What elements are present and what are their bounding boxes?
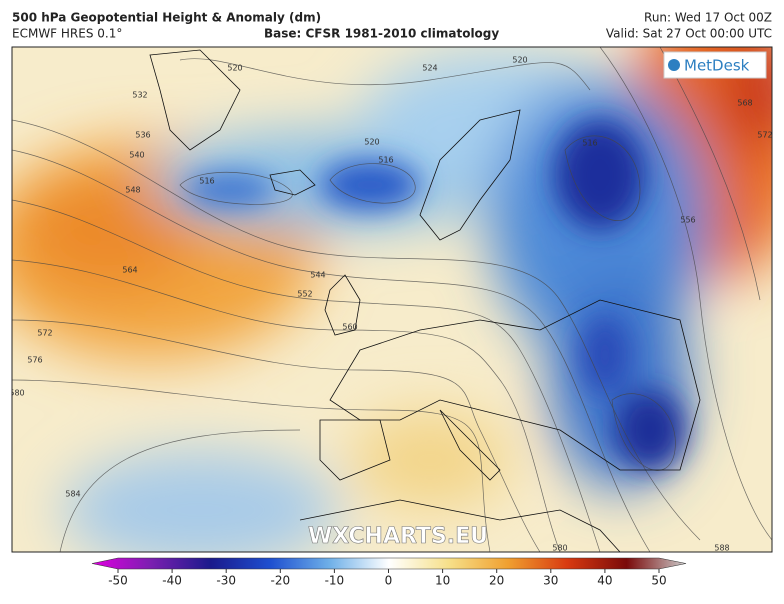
contour-label: 580 <box>9 389 24 398</box>
contour-label: 536 <box>135 131 150 140</box>
colorbar-tick-label: -50 <box>108 574 128 588</box>
contour-label: 568 <box>737 99 752 108</box>
map: 520 524 520 532 536 540 548 520 516 516 516 564 544 5… <box>9 47 772 553</box>
contour-label: 556 <box>680 216 695 225</box>
contour-label: 516 <box>199 177 214 186</box>
colorbar-tick-label: -30 <box>216 574 236 588</box>
colorbar-tick-label: 20 <box>489 574 504 588</box>
colorbar-tick-label: -10 <box>325 574 345 588</box>
contour-label: 516 <box>378 156 393 165</box>
contour-label: 540 <box>129 151 144 160</box>
contour-label: 532 <box>132 91 147 100</box>
contour-label: 584 <box>65 490 80 499</box>
map-frame <box>11 46 773 553</box>
watermark: WXCHARTS.EU <box>308 524 488 549</box>
colorbar-tick-label: 30 <box>543 574 558 588</box>
contour-label: 548 <box>125 186 140 195</box>
colorbar-tick-label: -20 <box>270 574 290 588</box>
colorbar-tick-label: 0 <box>385 574 393 588</box>
contour-label: 520 <box>227 64 242 73</box>
run: Run: Wed 17 Oct 00Z <box>644 11 772 25</box>
contour-label: 524 <box>422 64 437 73</box>
colorbar-tick-label: -40 <box>162 574 182 588</box>
contour-label: 580 <box>552 544 567 553</box>
contour-label: 564 <box>122 266 137 275</box>
contour-label: 552 <box>297 290 312 299</box>
contour-label: 520 <box>512 56 527 65</box>
logo: MetDesk <box>684 57 750 75</box>
logo-box <box>663 51 767 79</box>
contour-label: 560 <box>342 323 357 332</box>
contour-label: 576 <box>27 356 42 365</box>
title: 500 hPa Geopotential Height & Anomaly (d… <box>12 11 321 25</box>
colorbar-tick-label: 10 <box>435 574 450 588</box>
contour-label: 516 <box>582 139 597 148</box>
contour-label: 588 <box>714 544 729 553</box>
contour-label: 572 <box>37 329 52 338</box>
colorbar-tick-label: 40 <box>597 574 612 588</box>
model: ECMWF HRES 0.1° <box>12 27 122 41</box>
contour-label: 520 <box>364 138 379 147</box>
colorbar <box>91 557 687 570</box>
base: Base: CFSR 1981-2010 climatology <box>264 27 499 41</box>
contour-label: 544 <box>310 271 325 280</box>
valid: Valid: Sat 27 Oct 00:00 UTC <box>606 27 772 41</box>
contour-label: 572 <box>757 131 772 140</box>
colorbar-tick-label: 50 <box>651 574 666 588</box>
